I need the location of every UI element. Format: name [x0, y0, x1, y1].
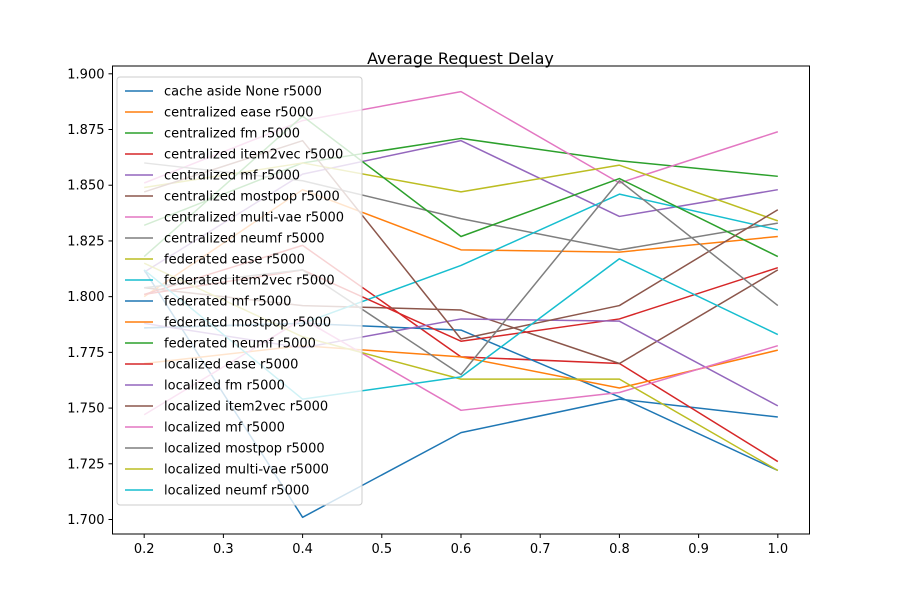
x-tick-label-2: 0.4 [292, 542, 313, 557]
y-tick-label-1: 1.725 [67, 457, 104, 472]
y-tick-label-8: 1.900 [67, 67, 104, 82]
x-tick-label-1: 0.3 [213, 542, 234, 557]
legend-label-12: federated neumf r5000 [164, 337, 316, 352]
legend-label-17: localized mostpop r5000 [164, 442, 325, 457]
x-tick-label-6: 0.8 [609, 542, 630, 557]
legend-label-3: centralized item2vec r5000 [164, 148, 343, 163]
legend-label-14: localized fm r5000 [164, 379, 285, 394]
legend-label-7: centralized neumf r5000 [164, 232, 325, 247]
legend-label-11: federated mostpop r5000 [164, 316, 331, 331]
legend-label-18: localized multi-vae r5000 [164, 463, 329, 478]
legend-label-1: centralized ease r5000 [164, 106, 314, 121]
y-tick-label-7: 1.875 [67, 123, 104, 138]
legend-label-10: federated mf r5000 [164, 295, 291, 310]
x-tick-label-5: 0.7 [530, 542, 551, 557]
y-axis: 1.700 1.725 1.750 1.775 1.800 1.825 1.850 1.875… [67, 67, 113, 528]
x-tick-label-0: 0.2 [134, 542, 155, 557]
x-tick-label-3: 0.5 [371, 542, 392, 557]
x-axis: 0.2 0.3 0.4 0.5 0.6 0.7 0.8 0.9 1.0 [134, 534, 788, 557]
x-tick-label-8: 1.0 [767, 542, 788, 557]
legend: cache aside None r5000 centralized ease r… [116, 76, 363, 506]
y-tick-label-5: 1.825 [67, 234, 104, 249]
x-tick-label-7: 0.9 [688, 542, 709, 557]
x-tick-label-4: 0.6 [451, 542, 472, 557]
legend-label-9: federated item2vec r5000 [164, 274, 335, 289]
legend-label-8: federated ease r5000 [164, 253, 305, 268]
y-tick-label-6: 1.850 [67, 179, 104, 194]
legend-box [116, 76, 363, 506]
y-tick-label-0: 1.700 [67, 513, 104, 528]
legend-label-5: centralized mostpop r5000 [164, 190, 340, 205]
legend-label-15: localized item2vec r5000 [164, 400, 328, 415]
y-tick-label-2: 1.750 [67, 402, 104, 417]
y-tick-label-3: 1.775 [67, 346, 104, 361]
chart-title: Average Request Delay [367, 49, 554, 68]
legend-label-13: localized ease r5000 [164, 358, 298, 373]
legend-label-6: centralized multi-vae r5000 [164, 211, 344, 226]
legend-label-0: cache aside None r5000 [164, 85, 322, 100]
legend-label-2: centralized fm r5000 [164, 127, 300, 142]
legend-label-16: localized mf r5000 [164, 421, 285, 436]
y-tick-label-4: 1.800 [67, 290, 104, 305]
legend-label-4: centralized mf r5000 [164, 169, 300, 184]
legend-label-19: localized neumf r5000 [164, 484, 309, 499]
